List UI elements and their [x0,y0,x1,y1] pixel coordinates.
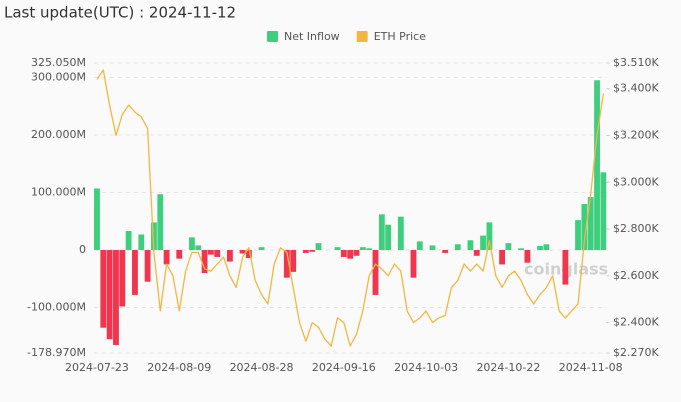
x-tick-label: 2024-08-09 [147,361,211,374]
y2-tick-label: $2.400K [613,316,659,329]
bar [600,172,607,251]
bar [562,250,569,285]
x-tick-label: 2024-10-03 [394,361,458,374]
y2-tick-label: $2.270K [613,346,659,359]
y2-tick-label: $3.510K [613,56,659,69]
bar [575,220,581,251]
x-tick-label: 2024-08-28 [230,361,294,374]
bar [125,231,132,251]
bar [189,237,195,251]
bar [119,250,126,307]
bar [594,80,600,251]
bar [543,244,550,251]
y-tick-label: 200.000M [31,128,86,141]
bar [410,250,417,278]
bar [283,250,290,278]
bar [226,250,233,262]
bar [176,250,183,259]
bar [132,250,138,295]
bar [454,244,461,251]
x-tick-label: 2024-07-23 [65,361,129,374]
bar [518,248,524,251]
y2-tick-label: $2.800K [613,222,659,235]
bar [138,234,145,251]
y2-tick-label: $2.600K [613,269,659,282]
bar [416,241,423,251]
x-tick-label: 2024-10-22 [476,361,540,374]
x-tick-label: 2024-09-16 [312,361,376,374]
y2-tick-label: $3.200K [613,129,659,142]
bar [195,245,202,251]
bar [309,250,316,252]
y2-tick-label: $3.400K [613,82,659,95]
bar [587,197,594,251]
price-line [96,69,605,347]
bar [334,247,341,251]
bar [151,222,157,251]
bar [207,250,214,255]
bar [239,250,246,254]
bar [378,214,385,251]
y2-tick-label: $3.000K [613,175,659,188]
bar [157,194,164,251]
y-tick-label: 0 [79,243,86,256]
bar [480,235,487,251]
bar [473,250,480,256]
legend-swatch[interactable] [356,31,368,42]
bar [214,250,221,257]
bar [258,247,265,251]
bar [106,250,113,340]
bar [442,250,449,253]
y-tick-label: -100.000M [27,301,86,314]
bar [499,250,505,265]
bar [505,243,512,251]
legend-swatch[interactable] [267,31,278,42]
bar [581,203,588,251]
bar [359,247,366,251]
bar [524,250,531,263]
bar [397,216,404,251]
y-tick-label: 300.000M [31,70,86,83]
x-tick-label: 2024-11-08 [559,361,623,374]
chart-title: Last update(UTC) : 2024-11-12 [4,4,236,22]
bar [163,250,170,265]
y-tick-label: 100.000M [31,185,86,198]
bar [245,250,252,259]
bar [366,248,373,251]
bar [201,250,208,274]
bar [486,222,493,251]
legend-label[interactable]: ETH Price [374,30,427,43]
bar [353,250,360,256]
bar [347,250,354,259]
bar [385,224,392,251]
y-tick-label: -178.970M [27,346,86,359]
legend-label[interactable]: Net Inflow [284,30,340,43]
bar [340,250,347,257]
bar [144,250,151,282]
bar [100,250,107,328]
bar [429,245,436,251]
bar [290,250,297,272]
bar [467,240,474,251]
bar [372,250,379,295]
bar [315,243,322,251]
bar [537,245,543,251]
bar [302,250,309,253]
bar [94,188,100,251]
bar [113,250,119,345]
y-tick-label: 325.050M [31,56,86,69]
